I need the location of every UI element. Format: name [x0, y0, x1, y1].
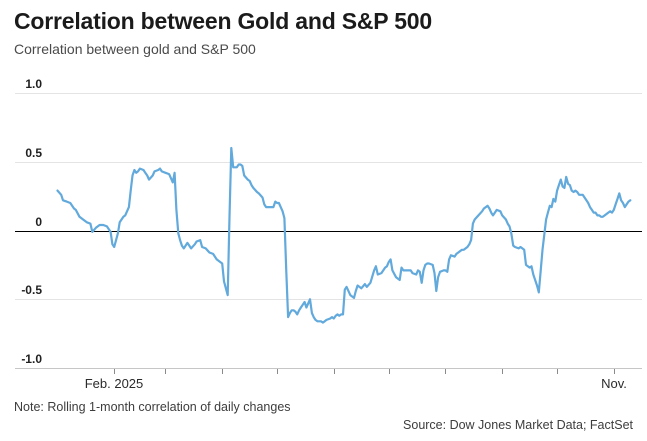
x-axis-tick — [445, 369, 446, 374]
x-axis-tick — [389, 369, 390, 374]
chart-subtitle: Correlation between gold and S&P 500 — [14, 41, 256, 57]
y-axis-label: 1.0 — [25, 77, 42, 91]
y-gridline — [15, 93, 642, 94]
y-axis-label: 0.5 — [25, 146, 42, 160]
y-axis-label: 0 — [35, 215, 42, 229]
y-gridline — [15, 368, 642, 369]
x-axis-label: Feb. 2025 — [84, 376, 144, 391]
chart-source: Source: Dow Jones Market Data; FactSet — [403, 418, 633, 432]
x-axis-tick — [502, 369, 503, 374]
x-axis-tick — [614, 369, 615, 374]
x-axis-tick — [277, 369, 278, 374]
chart-note: Note: Rolling 1-month correlation of dai… — [14, 400, 291, 414]
x-axis-label: Nov. — [601, 376, 627, 391]
x-axis-tick — [165, 369, 166, 374]
y-gridline — [15, 299, 642, 300]
x-axis-tick — [114, 369, 115, 374]
zero-line — [15, 231, 642, 232]
x-axis-tick — [222, 369, 223, 374]
y-gridline — [15, 162, 642, 163]
chart-title: Correlation between Gold and S&P 500 — [14, 8, 432, 34]
x-axis-tick — [557, 369, 558, 374]
y-axis-label: -0.5 — [21, 283, 42, 297]
y-axis-label: -1.0 — [21, 352, 42, 366]
x-axis-tick — [334, 369, 335, 374]
